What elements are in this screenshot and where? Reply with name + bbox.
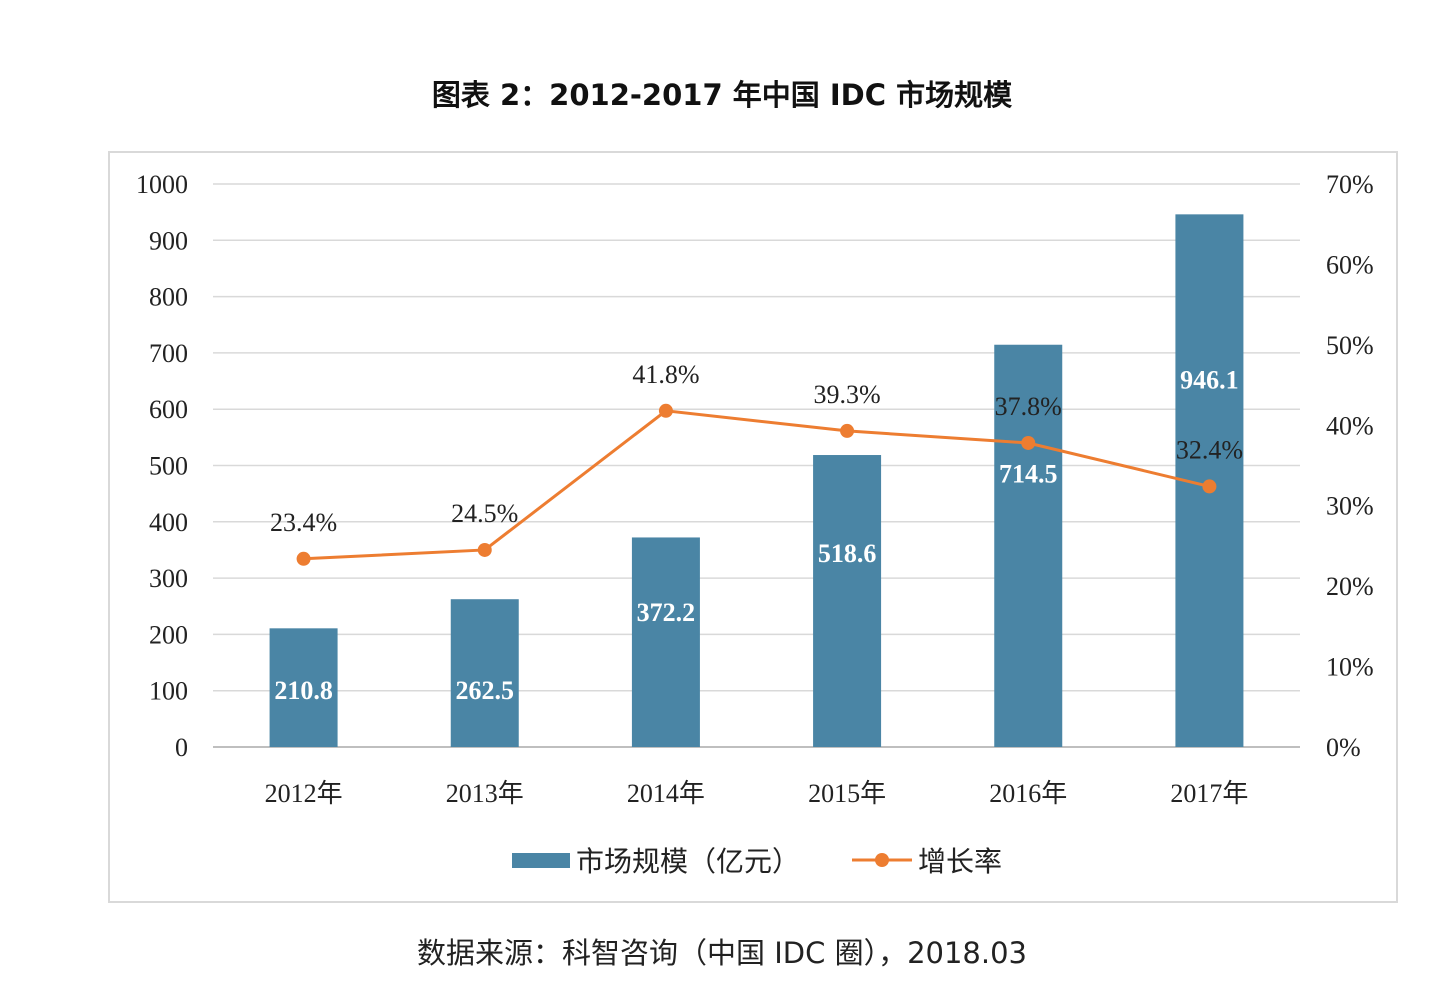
left-tick-label: 600 [149, 395, 188, 424]
bar-value-label: 714.5 [999, 459, 1058, 488]
left-tick-label: 300 [149, 564, 188, 593]
right-tick-label: 0% [1326, 733, 1361, 762]
legend-line-label: 增长率 [918, 845, 1002, 878]
x-tick-label: 2013年 [446, 779, 524, 808]
bar-value-label: 946.1 [1180, 365, 1239, 394]
left-tick-label: 500 [149, 452, 188, 481]
right-tick-label: 60% [1326, 250, 1374, 279]
data-source: 数据来源：科智咨询（中国 IDC 圈），2018.03 [417, 936, 1027, 970]
legend-bar-label: 市场规模（亿元） [576, 845, 800, 878]
growth-label: 41.8% [632, 360, 699, 389]
growth-label: 39.3% [813, 380, 880, 409]
growth-point [296, 551, 311, 566]
right-tick-label: 30% [1326, 492, 1374, 521]
left-tick-label: 1000 [136, 170, 188, 199]
left-tick-label: 700 [149, 339, 188, 368]
right-tick-label: 20% [1326, 572, 1374, 601]
legend-line-marker [875, 853, 889, 867]
legend-bar-swatch [512, 853, 570, 868]
x-tick-label: 2015年 [808, 779, 886, 808]
bar [631, 537, 700, 747]
bar [813, 455, 882, 747]
x-tick-label: 2014年 [627, 779, 705, 808]
growth-label: 24.5% [451, 499, 518, 528]
bar-value-label: 518.6 [818, 539, 877, 568]
left-tick-label: 100 [149, 677, 188, 706]
bar-value-label: 372.2 [637, 598, 696, 627]
left-tick-label: 400 [149, 508, 188, 537]
bar [994, 344, 1063, 747]
growth-point [840, 423, 855, 438]
chart-title: 图表 2：2012-2017 年中国 IDC 市场规模 [431, 78, 1013, 112]
growth-point [1202, 479, 1217, 494]
bar-value-label: 210.8 [274, 676, 333, 705]
left-tick-label: 200 [149, 620, 188, 649]
right-tick-label: 50% [1326, 331, 1374, 360]
right-tick-label: 70% [1326, 170, 1374, 199]
left-tick-label: 800 [149, 283, 188, 312]
right-tick-label: 40% [1326, 411, 1374, 440]
growth-label: 37.8% [995, 392, 1062, 421]
x-tick-label: 2016年 [989, 779, 1067, 808]
x-tick-label: 2012年 [265, 779, 343, 808]
bar [450, 599, 519, 747]
left-tick-label: 900 [149, 226, 188, 255]
growth-point [658, 403, 673, 418]
left-tick-label: 0 [175, 733, 188, 762]
x-tick-label: 2017年 [1170, 779, 1248, 808]
growth-line [303, 409, 1210, 561]
growth-label: 32.4% [1176, 435, 1243, 464]
bar [269, 628, 338, 747]
growth-label: 23.4% [270, 508, 337, 537]
growth-point [1021, 435, 1036, 450]
growth-point [477, 542, 492, 557]
right-tick-label: 10% [1326, 653, 1374, 682]
bar-value-label: 262.5 [456, 676, 515, 705]
chart-frame [108, 151, 1398, 903]
